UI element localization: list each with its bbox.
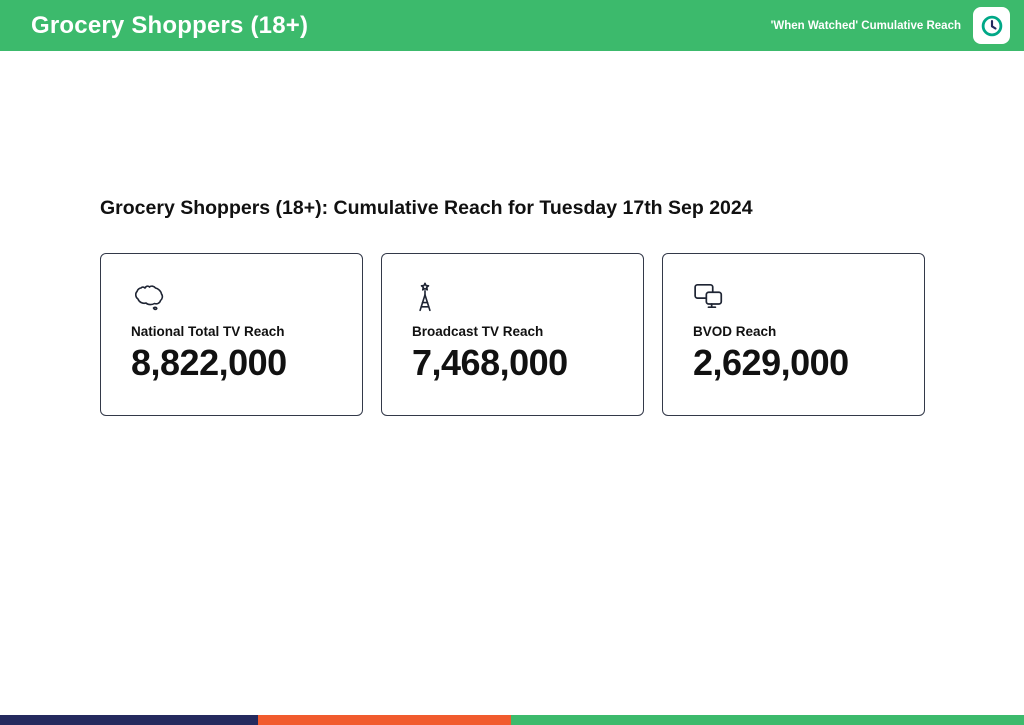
- header-bar: Grocery Shoppers (18+) 'When Watched' Cu…: [0, 0, 1024, 51]
- screens-icon: [693, 281, 904, 313]
- kpi-label: Broadcast TV Reach: [412, 324, 544, 339]
- kpi-value: 2,629,000: [693, 342, 849, 383]
- app-logo: [973, 7, 1010, 44]
- main-content: Grocery Shoppers (18+): Cumulative Reach…: [0, 51, 1024, 416]
- footer-segment-orange: [258, 715, 511, 725]
- header-right: 'When Watched' Cumulative Reach: [771, 7, 1010, 44]
- page-title: Grocery Shoppers (18+): [31, 11, 309, 39]
- clock-icon: [979, 13, 1005, 39]
- kpi-card-broadcast-tv: Broadcast TV Reach 7,468,000: [381, 253, 644, 416]
- footer-color-bar: [0, 715, 1024, 725]
- kpi-card-bvod: BVOD Reach 2,629,000: [662, 253, 925, 416]
- kpi-card-row: National Total TV Reach 8,822,000 Broadc…: [100, 253, 1024, 416]
- kpi-label: BVOD Reach: [693, 324, 777, 339]
- australia-map-icon: [131, 281, 342, 313]
- kpi-label: National Total TV Reach: [131, 324, 285, 339]
- kpi-value: 8,822,000: [131, 342, 287, 383]
- kpi-card-national-total-tv: National Total TV Reach 8,822,000: [100, 253, 363, 416]
- broadcast-tower-icon: [412, 281, 623, 313]
- footer-segment-navy: [0, 715, 259, 725]
- kpi-value: 7,468,000: [412, 342, 568, 383]
- footer-segment-green: [510, 715, 1024, 725]
- header-tagline: 'When Watched' Cumulative Reach: [770, 19, 961, 32]
- report-heading: Grocery Shoppers (18+): Cumulative Reach…: [100, 197, 753, 219]
